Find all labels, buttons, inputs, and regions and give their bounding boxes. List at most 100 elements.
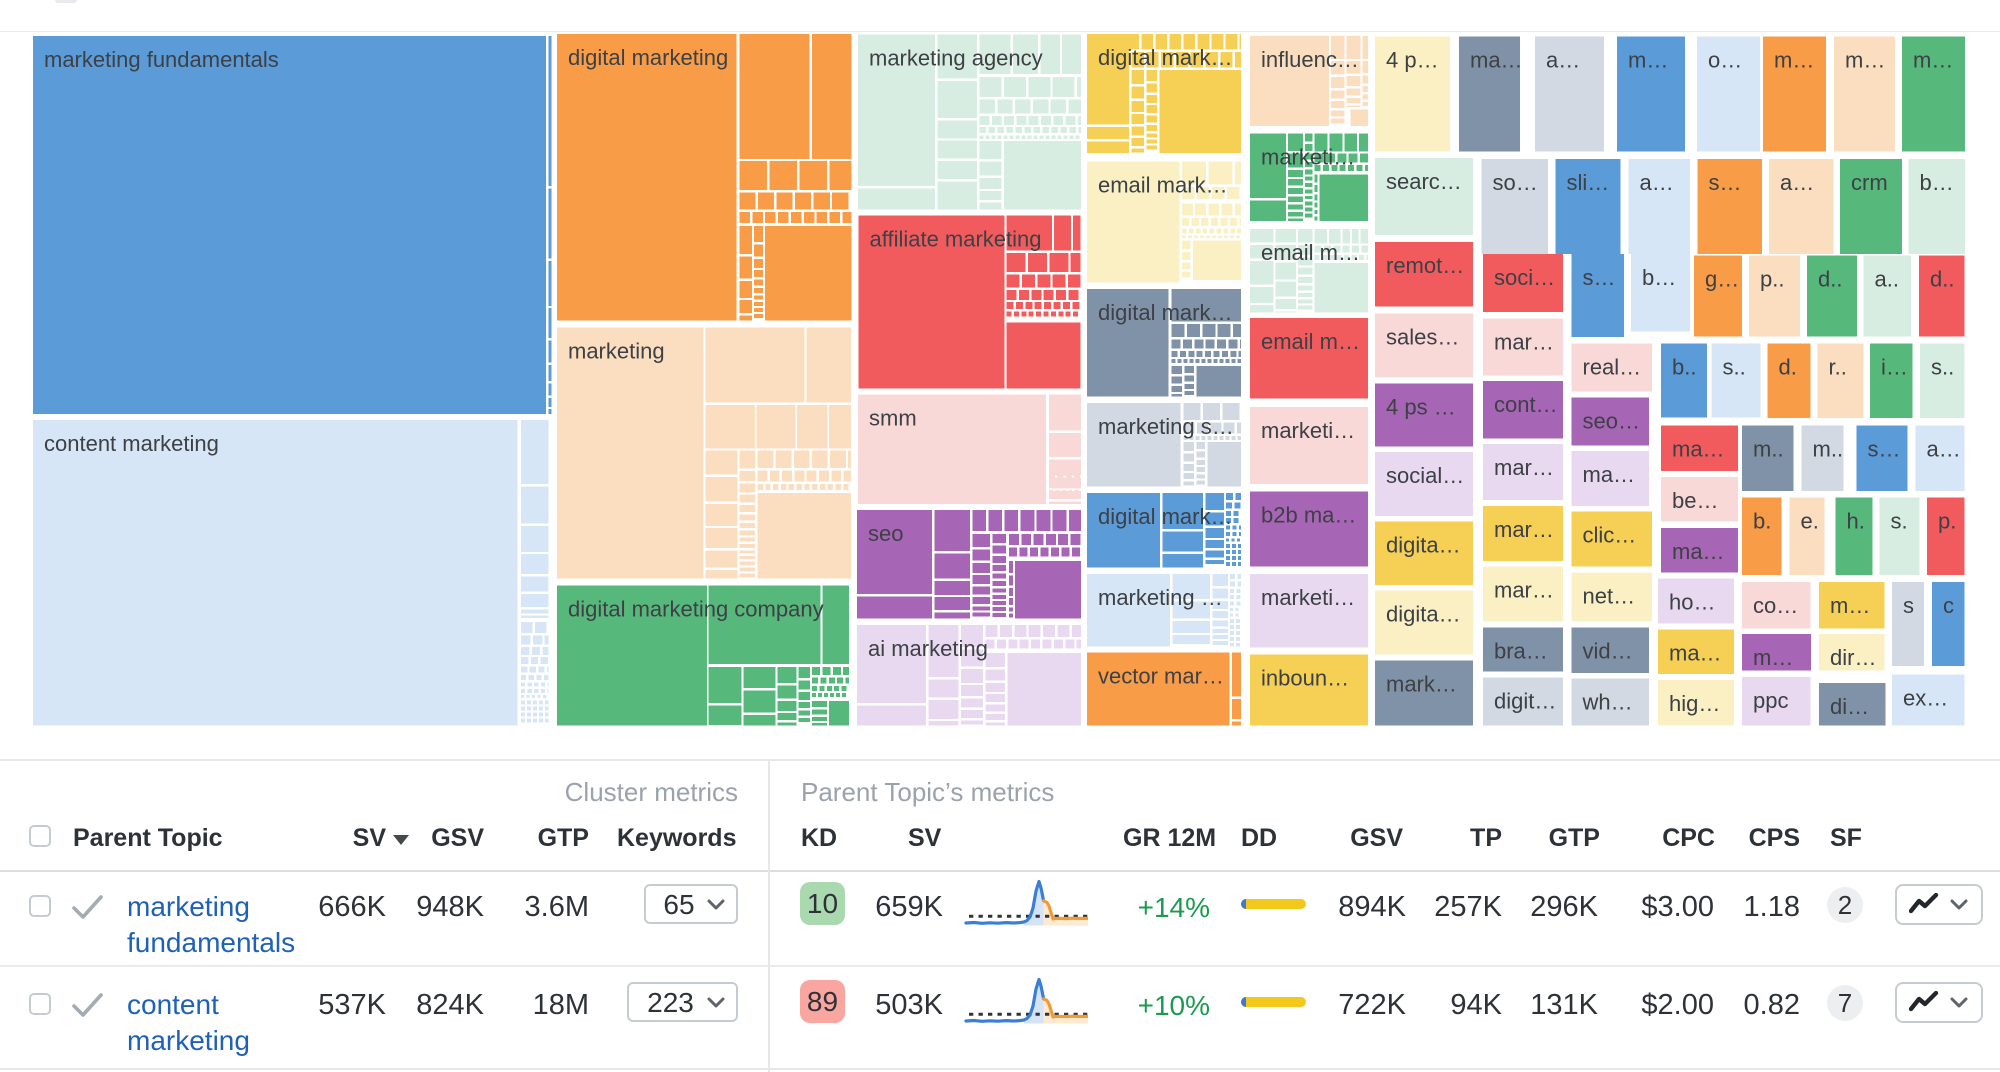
svg-text:marketing s…: marketing s… xyxy=(1098,414,1234,439)
svg-text:cont…: cont… xyxy=(1494,392,1558,417)
svg-text:sli…: sli… xyxy=(1567,170,1610,195)
svg-text:m…: m… xyxy=(1774,48,1814,73)
svg-text:wh…: wh… xyxy=(1582,690,1633,715)
svg-text:a…: a… xyxy=(1780,170,1814,195)
svg-text:mar…: mar… xyxy=(1494,330,1554,355)
svg-text:m..: m.. xyxy=(1813,437,1844,462)
svg-text:b..: b.. xyxy=(1672,355,1696,380)
svg-text:inboun…: inboun… xyxy=(1261,666,1349,691)
svg-text:ex…: ex… xyxy=(1903,686,1948,711)
svg-text:hig…: hig… xyxy=(1669,691,1720,716)
svg-text:b…: b… xyxy=(1642,265,1676,290)
svg-text:marketi…: marketi… xyxy=(1261,418,1355,443)
svg-text:s…: s… xyxy=(1868,437,1901,462)
svg-text:ho…: ho… xyxy=(1669,590,1715,615)
svg-text:d.: d. xyxy=(1779,355,1797,380)
svg-text:ma…: ma… xyxy=(1583,462,1636,487)
svg-text:ma…: ma… xyxy=(1669,641,1722,666)
svg-text:marketing …: marketing … xyxy=(1098,585,1223,610)
svg-text:social…: social… xyxy=(1386,463,1464,488)
svg-text:vector mar…: vector mar… xyxy=(1098,664,1224,689)
svg-text:be…: be… xyxy=(1672,488,1718,513)
svg-text:m..: m.. xyxy=(1753,437,1784,462)
svg-text:ma…: ma… xyxy=(1672,539,1725,564)
svg-text:marketi…: marketi… xyxy=(1261,585,1355,610)
svg-text:m…: m… xyxy=(1913,48,1953,73)
svg-text:clic…: clic… xyxy=(1583,523,1637,548)
svg-text:mark…: mark… xyxy=(1386,672,1457,697)
svg-text:marketing fundamentals: marketing fundamentals xyxy=(44,47,279,72)
svg-text:o…: o… xyxy=(1708,48,1742,73)
svg-text:g…: g… xyxy=(1705,267,1739,292)
svg-text:real…: real… xyxy=(1583,355,1642,380)
svg-text:a…: a… xyxy=(1927,437,1961,462)
svg-text:b…: b… xyxy=(1920,170,1954,195)
svg-text:digital mark…: digital mark… xyxy=(1098,300,1232,325)
svg-text:ai marketing: ai marketing xyxy=(868,636,988,661)
svg-text:mar…: mar… xyxy=(1494,578,1554,603)
svg-text:m…: m… xyxy=(1753,645,1793,670)
svg-text:sales…: sales… xyxy=(1386,325,1459,350)
svg-text:ma…: ma… xyxy=(1470,48,1523,73)
svg-text:email m…: email m… xyxy=(1261,240,1360,265)
svg-text:digita…: digita… xyxy=(1386,602,1461,627)
svg-text:s..: s.. xyxy=(1723,355,1746,380)
svg-text:mar…: mar… xyxy=(1494,517,1554,542)
svg-text:remot…: remot… xyxy=(1386,253,1464,278)
svg-text:smm: smm xyxy=(869,406,917,431)
svg-text:digital marketing company: digital marketing company xyxy=(568,597,824,622)
svg-text:e.: e. xyxy=(1801,509,1819,534)
svg-text:bra…: bra… xyxy=(1494,639,1548,664)
svg-text:c: c xyxy=(1943,593,1954,618)
svg-text:b2b ma…: b2b ma… xyxy=(1261,503,1356,528)
svg-text:affiliate marketing: affiliate marketing xyxy=(870,227,1042,252)
svg-text:di…: di… xyxy=(1830,694,1869,719)
svg-text:dir…: dir… xyxy=(1830,645,1876,670)
svg-text:soci…: soci… xyxy=(1494,265,1555,290)
svg-text:digital mark…: digital mark… xyxy=(1098,45,1232,70)
svg-text:email m…: email m… xyxy=(1261,329,1360,354)
svg-text:ppc: ppc xyxy=(1753,688,1788,713)
svg-text:seo…: seo… xyxy=(1583,409,1640,434)
svg-text:vid…: vid… xyxy=(1583,639,1633,664)
svg-text:s…: s… xyxy=(1709,170,1742,195)
svg-text:net…: net… xyxy=(1583,584,1636,609)
svg-text:mar…: mar… xyxy=(1494,455,1554,480)
svg-text:a…: a… xyxy=(1546,48,1580,73)
svg-text:influenc…: influenc… xyxy=(1261,47,1359,72)
svg-text:a…: a… xyxy=(1640,170,1674,195)
svg-text:email mark…: email mark… xyxy=(1098,173,1228,198)
svg-text:digital marketing: digital marketing xyxy=(568,45,728,70)
svg-text:r..: r.. xyxy=(1829,355,1847,380)
svg-text:digita…: digita… xyxy=(1386,533,1461,558)
svg-text:h.: h. xyxy=(1847,509,1865,534)
svg-text:i…: i… xyxy=(1881,355,1908,380)
svg-text:co…: co… xyxy=(1753,593,1798,618)
svg-text:d..: d.. xyxy=(1930,267,1954,292)
svg-text:p.: p. xyxy=(1938,509,1956,534)
svg-text:marketing agency: marketing agency xyxy=(869,46,1043,71)
svg-text:so…: so… xyxy=(1493,170,1538,195)
svg-text:seo: seo xyxy=(868,521,903,546)
svg-text:crm: crm xyxy=(1851,170,1888,195)
svg-text:m…: m… xyxy=(1830,593,1870,618)
svg-text:4 ps …: 4 ps … xyxy=(1386,395,1456,420)
svg-text:digit…: digit… xyxy=(1494,689,1556,714)
svg-text:s..: s.. xyxy=(1931,355,1954,380)
svg-text:m…: m… xyxy=(1628,48,1668,73)
svg-text:ma…: ma… xyxy=(1672,437,1725,462)
svg-text:p..: p.. xyxy=(1760,267,1784,292)
svg-text:s…: s… xyxy=(1583,265,1616,290)
svg-text:d..: d.. xyxy=(1818,267,1842,292)
svg-text:s: s xyxy=(1903,593,1914,618)
svg-text:content marketing: content marketing xyxy=(44,431,219,456)
svg-text:s.: s. xyxy=(1891,509,1908,534)
svg-text:b.: b. xyxy=(1753,509,1771,534)
svg-text:4 p…: 4 p… xyxy=(1386,48,1439,73)
svg-text:m…: m… xyxy=(1845,48,1885,73)
svg-text:searc…: searc… xyxy=(1386,169,1462,194)
svg-text:digital mark…: digital mark… xyxy=(1098,504,1232,529)
svg-text:marketing: marketing xyxy=(568,339,665,364)
svg-text:marketi…: marketi… xyxy=(1261,145,1355,170)
svg-text:a..: a.. xyxy=(1875,267,1899,292)
